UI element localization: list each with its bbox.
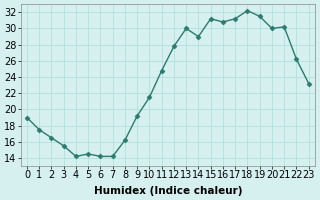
X-axis label: Humidex (Indice chaleur): Humidex (Indice chaleur) <box>93 186 242 196</box>
